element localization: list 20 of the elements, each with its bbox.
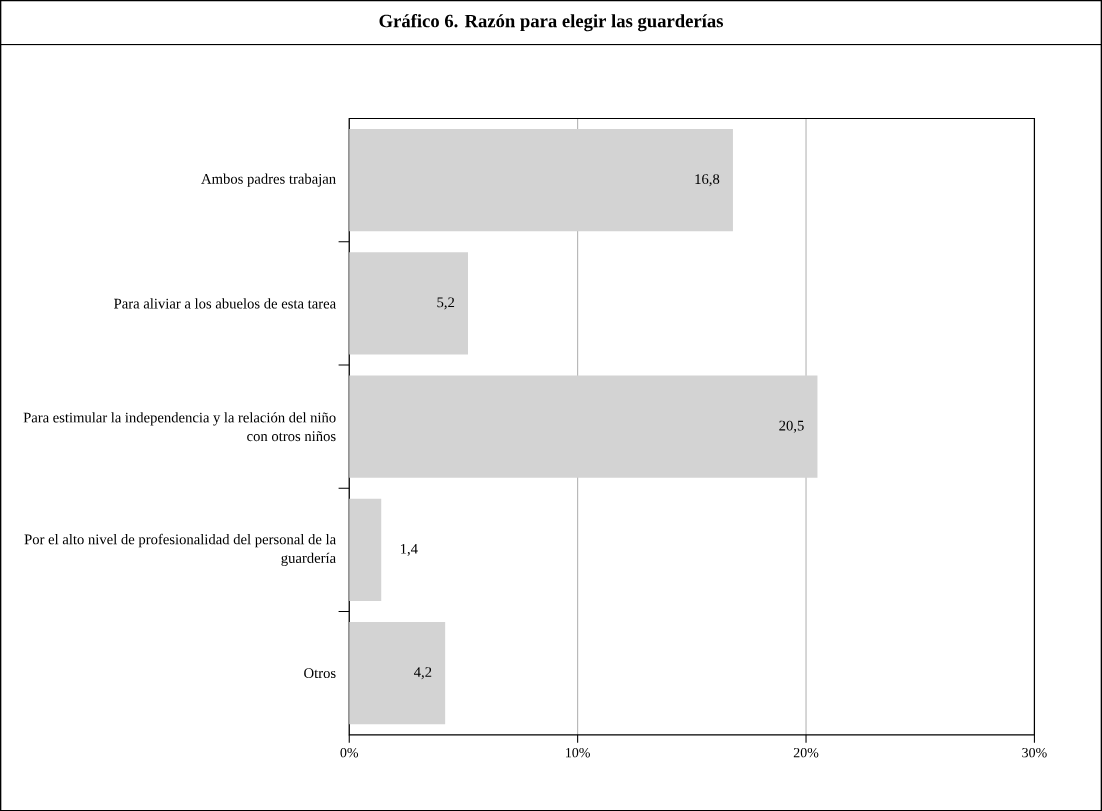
y-tick-label: Para estimular la independencia y la relación del niño con otros niños [23,412,336,441]
data-label: 20,5 [779,420,804,433]
y-tick-label: Ambos padres trabajan [201,173,336,187]
data-label: 16,8 [695,173,720,186]
bar [349,498,382,601]
chart-title: Gráfico 6. Razón para elegir las guarderías [379,13,724,32]
x-tick-label: 30% [1022,747,1047,758]
data-label: 5,2 [437,297,455,310]
x-tick-label: 10% [566,747,590,758]
bar [349,375,818,478]
x-tick-label: 0% [340,747,359,758]
y-tick-label: Por el alto nivel de profesionalidad del personal de la guardería [24,533,336,566]
y-tick-label: Para aliviar a los abuelos de esta tarea [114,298,336,309]
bar [349,252,469,355]
bar [349,621,446,725]
y-tick-label: Otros [304,668,336,678]
bar [349,128,733,232]
data-label: 1,4 [400,543,418,556]
data-label: 4,2 [414,667,432,679]
x-tick-label: 20% [793,747,819,758]
